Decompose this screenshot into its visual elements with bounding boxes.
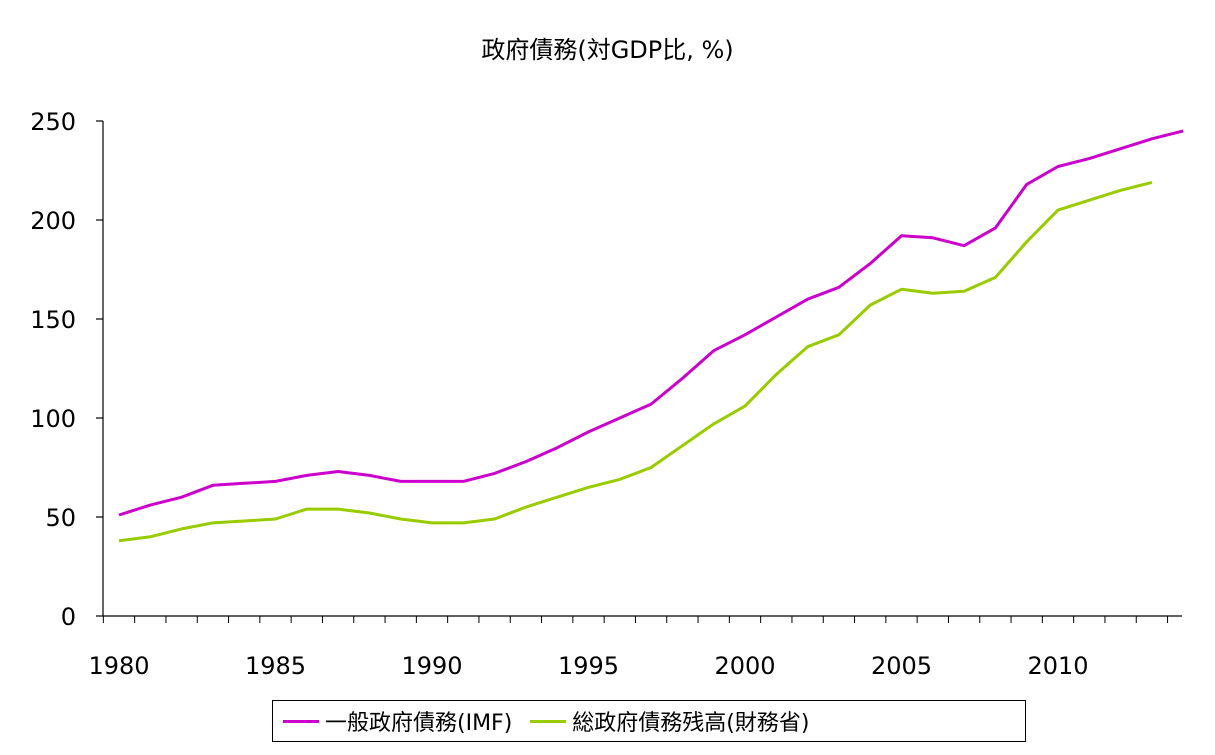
- y-tick-label: 50: [45, 504, 76, 532]
- y-tick-label: 150: [30, 306, 76, 334]
- legend-item-imf: 一般政府債務(IMF): [283, 705, 512, 737]
- y-tick-label: 200: [30, 207, 76, 235]
- legend-label-imf: 一般政府債務(IMF): [325, 711, 513, 736]
- x-tick-label: 1995: [558, 652, 619, 680]
- x-tick-label: 1985: [245, 652, 306, 680]
- x-tick-label: 1980: [88, 652, 149, 680]
- x-axis-ticks: 1980 1985 1990 1995 2000 2005 2010: [88, 616, 1169, 680]
- y-tick-label: 250: [30, 108, 76, 136]
- x-tick-label: 1990: [401, 652, 462, 680]
- legend-swatch-imf: [283, 719, 319, 723]
- series-lines: [118, 129, 1184, 543]
- y-tick-label: 0: [61, 603, 76, 631]
- x-tick-label: 2000: [714, 652, 775, 680]
- y-axis-ticks: 0 50 100 150 200 250: [30, 108, 103, 631]
- legend: 一般政府債務(IMF) 総政府債務残高(財務省): [272, 700, 1026, 742]
- series-line-0: [118, 129, 1184, 517]
- y-tick-label: 100: [30, 405, 76, 433]
- x-tick-label: 2010: [1027, 652, 1088, 680]
- legend-label-mof: 総政府債務残高(財務省): [572, 711, 810, 736]
- chart-title: 政府債務(対GDP比, %): [481, 36, 734, 64]
- series-line-1: [118, 180, 1153, 543]
- legend-swatch-mof: [530, 719, 567, 723]
- x-tick-label: 2005: [871, 652, 932, 680]
- axes: [102, 121, 1182, 617]
- legend-item-mof: 総政府債務残高(財務省): [530, 705, 809, 737]
